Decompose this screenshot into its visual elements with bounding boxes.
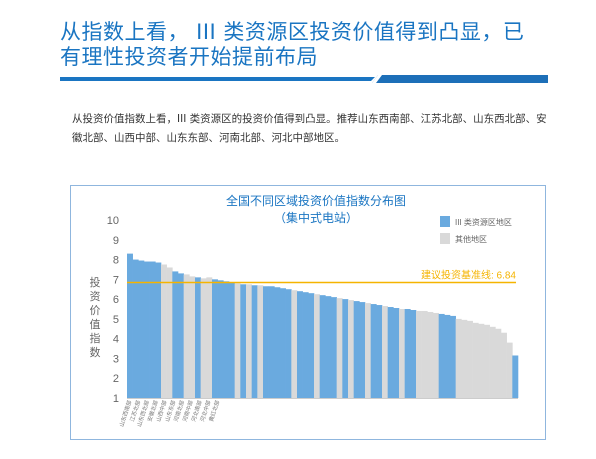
bar-50 <box>404 309 411 398</box>
y-tick-label: 7 <box>113 274 119 286</box>
bar-40 <box>348 300 354 398</box>
bar-31 <box>297 291 303 398</box>
bar-10 <box>178 273 184 398</box>
y-tick-label: 3 <box>113 353 119 365</box>
investment-index-chart: 1 2 3 4 5 6 7 8 9 10 投资价值指数 全国不同区域投资价值指数分布图 （集中式电站）… <box>90 193 519 428</box>
bar-32 <box>302 292 309 398</box>
bar-65 <box>489 326 496 398</box>
bar-33 <box>308 293 315 398</box>
bar-16 <box>212 279 218 398</box>
bar-28 <box>280 288 286 398</box>
bar-68 <box>506 342 513 398</box>
bar-51 <box>410 309 417 398</box>
bar-43 <box>365 303 371 398</box>
bar-25 <box>263 286 269 398</box>
bar-66 <box>495 328 502 398</box>
legend-swatch-iii <box>440 216 450 227</box>
legend-label-iii: III 类资源区地区 <box>455 217 512 227</box>
chart-subtitle: （集中式电站） <box>274 210 358 225</box>
bar-19 <box>229 282 235 398</box>
bar-41 <box>353 301 360 398</box>
y-tick-label: 10 <box>107 215 119 227</box>
bar-59 <box>455 318 462 398</box>
bar-1 <box>127 253 133 398</box>
bar-22 <box>246 284 252 398</box>
bar-57 <box>444 314 451 398</box>
bar-4 <box>144 261 150 398</box>
bar-47 <box>387 307 394 398</box>
bar-52 <box>416 310 422 398</box>
chart-bars-layer <box>127 253 519 398</box>
y-tick-label: 4 <box>113 334 119 346</box>
bar-55 <box>433 312 439 398</box>
bar-64 <box>484 324 490 398</box>
y-tick-label: 1 <box>113 393 119 405</box>
bar-29 <box>285 289 292 398</box>
bar-39 <box>342 299 349 398</box>
page-title-line-1: 从指数上看， III 类资源区投资价值得到凸显，已 <box>60 20 525 44</box>
y-tick-label: 5 <box>113 314 119 326</box>
y-tick-label: 6 <box>113 294 119 306</box>
bar-14 <box>200 278 207 398</box>
title-divider <box>60 75 548 83</box>
bar-37 <box>331 297 337 398</box>
bar-45 <box>376 305 383 398</box>
chart-title: 全国不同区域投资价值指数分布图 <box>226 193 406 208</box>
intro-paragraph: 从投资价值指数上看，III 类资源区的投资价值得到凸显。推荐山东西南部、江苏北部… <box>72 113 547 144</box>
bar-2 <box>132 259 139 398</box>
bar-48 <box>393 308 400 398</box>
bar-24 <box>257 285 264 398</box>
bar-6 <box>155 262 162 398</box>
page-title: 从指数上看， III 类资源区投资价值得到凸显，已 有理性投资者开始提前布局 <box>60 20 560 70</box>
bar-42 <box>359 302 366 398</box>
y-tick-label: 2 <box>113 373 119 385</box>
baseline-label: 建议投资基准线: 6.84 <box>421 268 516 281</box>
bar-44 <box>370 304 377 398</box>
bar-17 <box>217 280 224 398</box>
bar-11 <box>183 274 190 398</box>
bar-5 <box>149 261 156 398</box>
bar-13 <box>195 277 201 398</box>
y-axis-label: 投资价值指数 <box>90 275 101 359</box>
page-title-line-2: 有理性投资者开始提前布局 <box>60 45 318 69</box>
bar-67 <box>501 332 507 398</box>
bar-30 <box>291 290 298 398</box>
bar-53 <box>421 310 428 398</box>
bar-15 <box>206 277 213 398</box>
bar-46 <box>382 306 388 398</box>
bar-26 <box>268 286 275 398</box>
legend-label-other: 其他地区 <box>455 234 487 244</box>
bar-61 <box>467 320 473 398</box>
bar-18 <box>223 281 230 398</box>
bar-58 <box>450 315 456 398</box>
bar-60 <box>461 319 468 398</box>
bar-27 <box>274 287 281 398</box>
bar-38 <box>336 298 343 398</box>
bar-12 <box>189 276 196 398</box>
bar-21 <box>240 284 247 398</box>
bar-54 <box>427 311 434 398</box>
bar-7 <box>161 264 167 398</box>
bar-20 <box>234 283 241 398</box>
bar-8 <box>166 267 173 398</box>
y-tick-label: 9 <box>113 235 119 247</box>
bar-36 <box>325 296 332 398</box>
y-tick-label: 8 <box>113 255 119 267</box>
bar-34 <box>314 294 320 398</box>
bar-9 <box>172 271 179 398</box>
bar-56 <box>438 313 445 398</box>
bar-62 <box>472 322 479 398</box>
bar-49 <box>399 309 405 398</box>
bar-23 <box>251 285 258 398</box>
bar-63 <box>478 323 485 398</box>
bar-35 <box>319 295 326 398</box>
bar-3 <box>138 260 145 398</box>
chart-card: 1 2 3 4 5 6 7 8 9 10 投资价值指数 全国不同区域投资价值指数分布图 （集中式电站）… <box>70 185 546 440</box>
bar-69 <box>512 355 519 398</box>
legend-swatch-other <box>440 233 450 244</box>
